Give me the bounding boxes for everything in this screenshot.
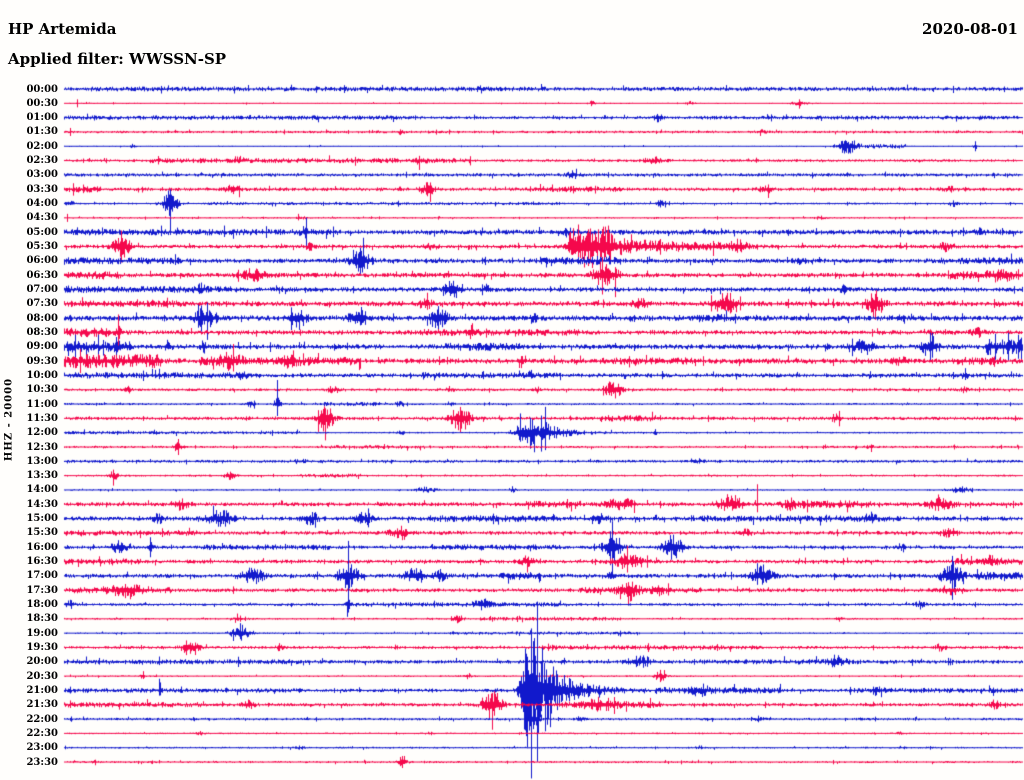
- helicorder-page: HP Artemida Applied filter: WWSSN-SP 202…: [0, 0, 1024, 780]
- helicorder-canvas: [0, 0, 1024, 780]
